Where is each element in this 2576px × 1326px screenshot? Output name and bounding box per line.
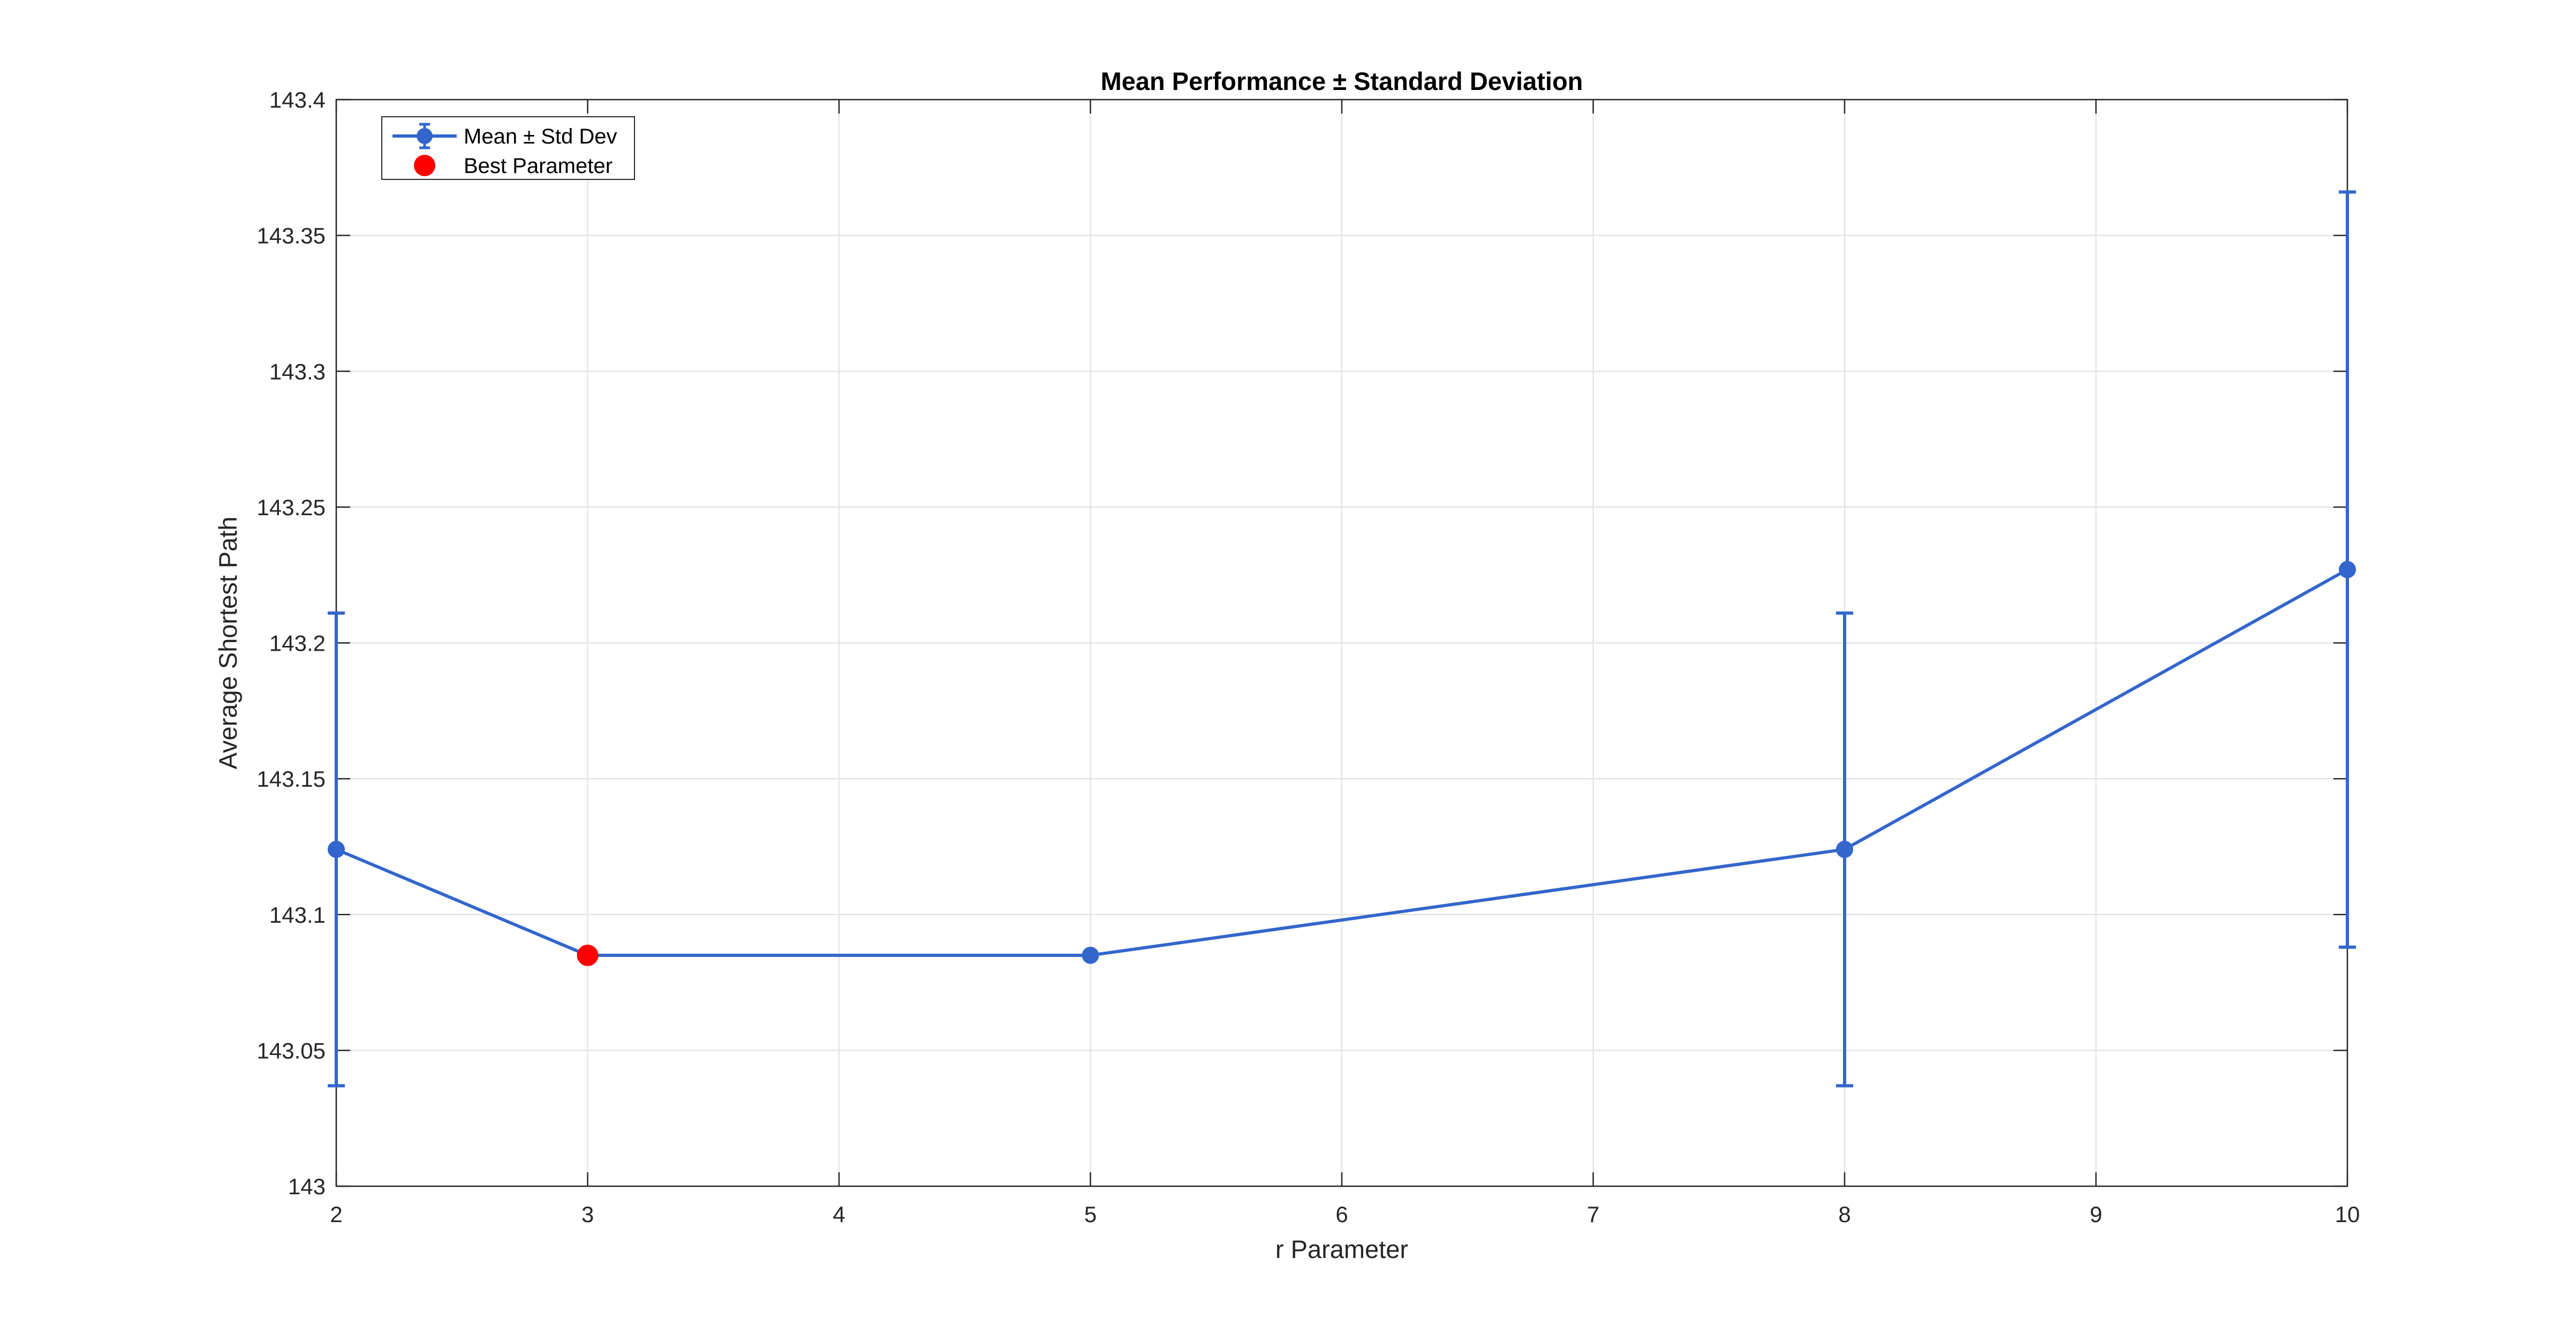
- legend-entry-best: Best Parameter: [464, 154, 613, 178]
- y-tick-label: 143.15: [257, 766, 326, 792]
- y-tick-label: 143.1: [269, 902, 326, 928]
- data-point-best: [577, 944, 599, 966]
- x-tick-label: 8: [1838, 1202, 1850, 1227]
- x-tick-label: 7: [1587, 1202, 1599, 1227]
- legend-marker: [414, 155, 435, 176]
- y-tick-label: 143.3: [269, 359, 326, 384]
- y-tick-label: 143.05: [257, 1038, 326, 1063]
- x-tick-label: 5: [1084, 1202, 1097, 1227]
- x-tick-label: 6: [1335, 1202, 1348, 1227]
- x-axis-label: r Parameter: [1275, 1235, 1408, 1263]
- x-tick-label: 2: [330, 1202, 342, 1227]
- data-point-mean: [328, 841, 345, 858]
- data-point-mean: [2339, 561, 2356, 578]
- legend-symbol-best: [414, 155, 435, 176]
- data-point-mean: [1836, 841, 1853, 858]
- legend-marker: [417, 128, 433, 144]
- x-tick-label: 3: [581, 1202, 594, 1227]
- x-tick-label: 9: [2090, 1202, 2102, 1227]
- data-point-mean: [1082, 946, 1099, 964]
- x-tick-label: 10: [2335, 1202, 2360, 1227]
- y-tick-label: 143.2: [269, 631, 326, 656]
- legend-symbol-mean: [392, 123, 457, 149]
- y-tick-label: 143: [288, 1174, 326, 1199]
- x-axis-tick-labels: 2 3 4 5 6 7 8 9 10: [330, 1202, 2360, 1227]
- axis-ticks: [335, 99, 2348, 1187]
- legend: Mean ± Std Dev Best Parameter: [381, 116, 635, 180]
- y-tick-label: 143.35: [257, 223, 326, 248]
- y-axis-tick-labels: 143 143.05 143.1 143.15 143.2 143.25 143.3 143.…: [257, 87, 326, 1199]
- y-tick-label: 143.4: [269, 87, 326, 112]
- legend-entry-mean: Mean ± Std Dev: [464, 125, 617, 148]
- chart-title: Mean Performance ± Standard Deviation: [1101, 67, 1583, 95]
- y-axis-label: Average Shortest Path: [214, 516, 242, 769]
- series-layer: [328, 190, 2356, 1088]
- y-tick-label: 143.25: [257, 495, 326, 520]
- x-tick-label: 4: [833, 1202, 845, 1227]
